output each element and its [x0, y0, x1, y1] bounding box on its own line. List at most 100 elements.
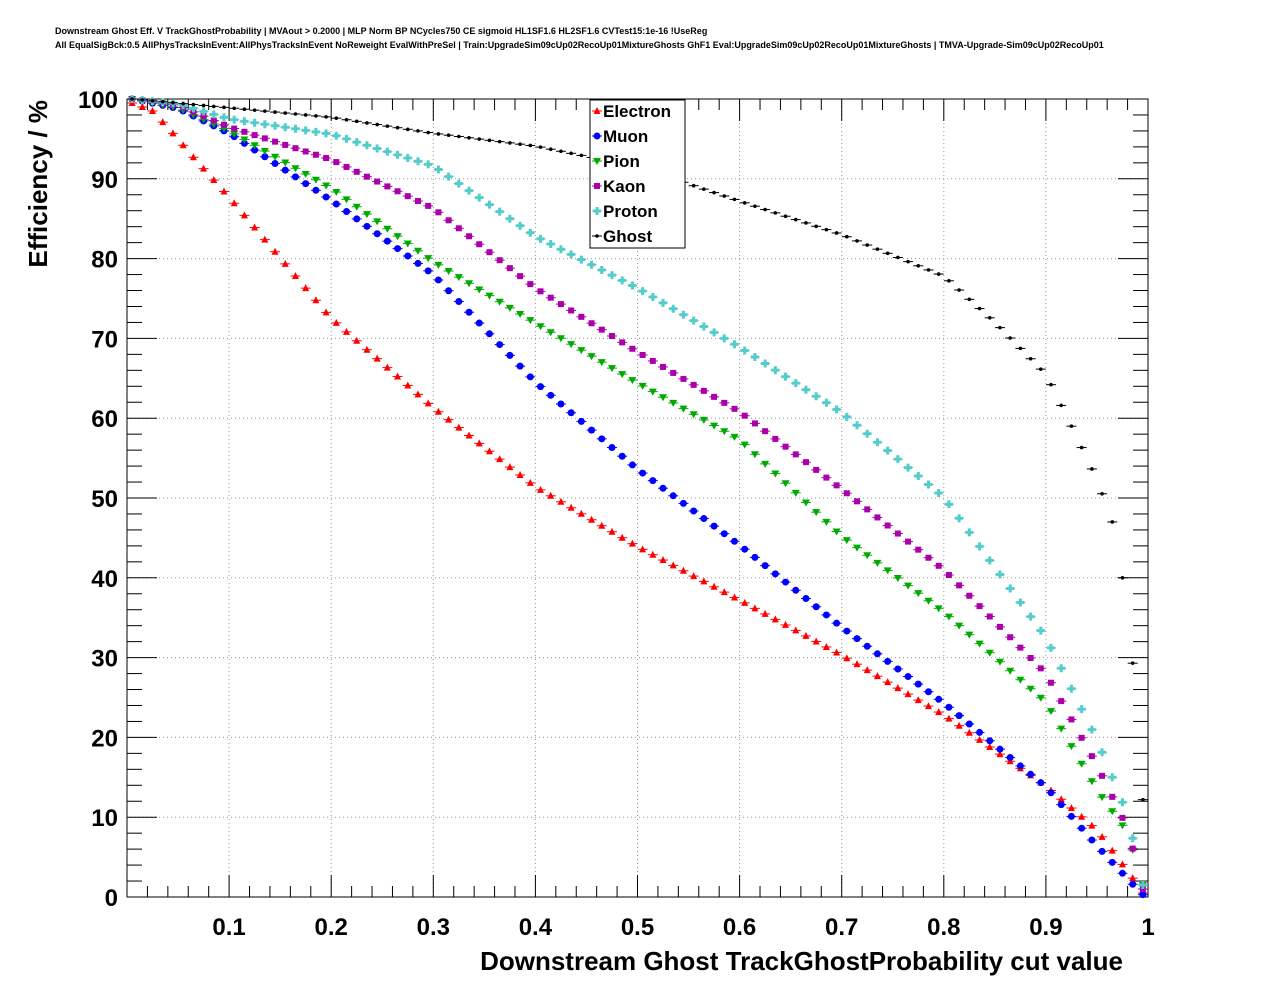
proton-point — [362, 141, 371, 150]
ghost-point — [252, 108, 257, 112]
kaon-point — [1119, 814, 1126, 821]
pion-point — [628, 377, 637, 385]
kaon-point — [986, 613, 993, 620]
ghost-point — [722, 194, 727, 198]
ghost-point — [1100, 491, 1104, 496]
pion-point — [1026, 685, 1035, 693]
pion-point — [567, 341, 576, 349]
electron-point — [312, 296, 320, 304]
proton-point — [638, 287, 647, 296]
pion-point — [750, 451, 759, 459]
proton-point — [965, 528, 974, 537]
muon-point — [424, 267, 432, 275]
muon-point — [1037, 779, 1045, 787]
ghost-point — [160, 99, 165, 104]
ghost-point — [416, 129, 420, 133]
ghost-point — [508, 141, 512, 145]
kaon-point — [292, 145, 299, 152]
proton-point — [413, 157, 422, 166]
ghost-point — [457, 134, 461, 139]
electron-point — [659, 556, 667, 564]
pion-point — [771, 470, 780, 478]
electron-point — [230, 199, 238, 207]
x-tick-label: 0.1 — [212, 914, 245, 941]
proton-point — [750, 352, 759, 361]
electron-point — [240, 211, 248, 219]
proton-point — [904, 463, 913, 472]
kaon-point — [996, 623, 1003, 630]
ghost-point — [579, 153, 584, 158]
pion-point — [822, 518, 831, 526]
ghost-point — [569, 151, 573, 156]
electron-point — [965, 728, 973, 736]
proton-point — [924, 480, 933, 489]
kaon-point — [1088, 753, 1095, 760]
kaon-point — [629, 345, 636, 352]
pion-point — [311, 176, 320, 184]
muon-point — [771, 570, 779, 578]
ghost-point — [1130, 661, 1135, 665]
kaon-point — [854, 498, 861, 505]
muon-point — [904, 673, 912, 681]
muon-point — [343, 207, 351, 215]
proton-point — [199, 107, 208, 116]
muon-point — [1139, 891, 1147, 899]
proton-point — [424, 160, 433, 169]
muon-point — [924, 688, 932, 696]
kaon-point — [700, 387, 707, 394]
muon-point — [363, 222, 371, 230]
ghost-point — [763, 207, 767, 212]
pion-point — [904, 582, 913, 590]
proton-point — [689, 316, 698, 325]
muon-point — [353, 215, 361, 223]
ghost-point — [354, 119, 359, 124]
electron-point — [302, 284, 310, 292]
ghost-point — [201, 103, 206, 108]
muon-point — [577, 417, 585, 425]
proton-point — [842, 412, 851, 421]
electron-point — [935, 708, 943, 716]
muon-point — [669, 492, 677, 500]
kaon-point — [874, 514, 881, 521]
pion-point — [975, 640, 984, 648]
muon-point — [914, 680, 922, 688]
ghost-point — [446, 133, 451, 138]
kaon-point — [537, 288, 544, 295]
kaon-point — [496, 257, 503, 264]
kaon-point — [506, 265, 513, 272]
legend-marker-pion — [593, 158, 601, 165]
electron-point — [945, 714, 953, 722]
muon-point — [485, 330, 493, 338]
muon-point — [935, 695, 943, 703]
y-tick-label: 90 — [91, 167, 118, 194]
pion-point — [893, 574, 902, 582]
ghost-point — [1038, 367, 1043, 371]
ghost-point — [426, 130, 430, 135]
kaon-point — [527, 281, 534, 288]
muon-point — [976, 728, 984, 736]
kaon-point — [1058, 698, 1065, 705]
muon-point — [833, 619, 841, 627]
kaon-point — [823, 474, 830, 481]
pion-point — [403, 240, 412, 248]
proton-point — [648, 292, 657, 301]
proton-point — [332, 131, 341, 140]
ghost-point — [1028, 356, 1033, 361]
muon-point — [537, 383, 545, 391]
kaon-point — [833, 482, 840, 489]
ghost-point — [1141, 797, 1145, 802]
muon-point — [679, 499, 687, 507]
y-tick-label: 40 — [91, 566, 118, 593]
legend-label-electron: Electron — [603, 102, 671, 121]
kaon-point — [741, 412, 748, 419]
muon-point — [373, 230, 381, 238]
kaon-point — [486, 249, 493, 256]
muon-point — [761, 562, 769, 570]
kaon-point — [414, 198, 421, 205]
kaon-point — [455, 225, 462, 232]
electron-point — [741, 598, 749, 606]
ghost-point — [998, 325, 1002, 330]
muon-point — [1118, 869, 1126, 877]
ghost-point — [293, 112, 298, 116]
kaon-point — [476, 241, 483, 248]
